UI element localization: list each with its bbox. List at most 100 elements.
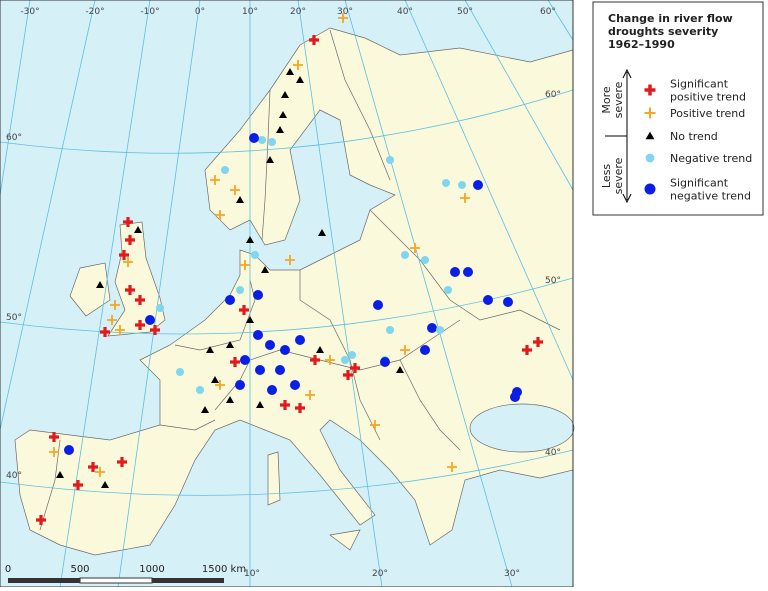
graticule-label: 10° — [242, 7, 258, 17]
marker-significant-negative — [473, 180, 483, 190]
graticule-label: 60° — [540, 7, 556, 17]
marker-significant-negative — [249, 133, 259, 143]
great-britain — [107, 221, 166, 337]
marker-negative — [236, 286, 244, 294]
marker-no-trend — [261, 266, 269, 273]
legend-direction: More — [600, 86, 613, 114]
black-sea — [469, 403, 575, 453]
marker-no-trend — [201, 406, 209, 413]
marker-no-trend — [96, 281, 104, 288]
graticule-label: -30° — [20, 7, 39, 17]
marker-positive — [305, 390, 315, 400]
marker-no-trend — [281, 91, 289, 98]
graticule-label: 40° — [6, 471, 22, 481]
marker-significant-negative — [290, 380, 300, 390]
marker-significant-negative — [380, 357, 390, 367]
graticule-label: 60° — [545, 90, 561, 100]
scale-segment — [79, 577, 153, 584]
marker-no-trend — [276, 126, 284, 133]
legend-arrows — [622, 68, 632, 204]
marker-no-trend — [101, 481, 109, 488]
marker-significant-positive — [36, 515, 46, 525]
marker-positive — [410, 243, 420, 253]
marker-no-trend — [296, 76, 304, 83]
marker-significant-negative — [420, 345, 430, 355]
graticule-label: 10° — [244, 569, 260, 579]
marker-significant-negative — [145, 315, 155, 325]
marker-no-trend — [56, 471, 64, 478]
marker-significant-positive — [125, 235, 135, 245]
marker-positive — [447, 462, 457, 472]
marker-no-trend — [246, 236, 254, 243]
marker-significant-positive — [135, 320, 145, 330]
graticule-label: 60° — [6, 133, 22, 143]
scale-label: 1500 km — [202, 564, 246, 575]
graticule-label: 30° — [504, 569, 520, 579]
marker-significant-negative — [510, 392, 520, 402]
marker-significant-negative — [255, 365, 265, 375]
marker-negative — [348, 351, 356, 359]
marker-negative — [401, 251, 409, 259]
marker-no-trend — [316, 346, 324, 353]
marker-no-trend — [256, 401, 264, 408]
legend-box — [592, 1, 764, 216]
marker-negative — [221, 166, 229, 174]
marker-no-trend — [226, 396, 234, 403]
marker-positive — [644, 107, 656, 119]
marker-negative — [386, 156, 394, 164]
marker-negative — [442, 179, 450, 187]
marker-negative — [156, 304, 164, 312]
marker-positive — [370, 420, 380, 430]
marker-no-trend — [246, 316, 254, 323]
marker-no-trend — [206, 346, 214, 353]
marker-significant-positive — [49, 432, 59, 442]
marker-no-trend — [279, 111, 287, 118]
marker-negative — [341, 356, 349, 364]
marker-significant-negative — [275, 365, 285, 375]
graticule-label: 50° — [545, 276, 561, 286]
scale-label: 500 — [70, 564, 89, 575]
legend-label: No trend — [670, 130, 718, 143]
marker-significant-positive — [295, 403, 305, 413]
marker-significant-positive — [522, 345, 532, 355]
marker-negative — [436, 326, 444, 334]
marker-significant-positive — [310, 355, 320, 365]
marker-no-trend — [226, 341, 234, 348]
graticule-label: -10° — [140, 7, 159, 17]
ireland — [69, 262, 111, 317]
marker-no-trend — [211, 376, 219, 383]
scale-segment — [8, 578, 80, 583]
legend-title: 1962–1990 — [608, 38, 675, 51]
graticule-label: 40° — [397, 7, 413, 17]
legend-label: Negative trend — [670, 152, 752, 165]
marker-positive — [115, 325, 125, 335]
legend-direction: severe — [612, 157, 625, 194]
marker-no-trend — [236, 196, 244, 203]
marker-no-trend — [645, 131, 655, 140]
marker-positive — [338, 13, 348, 23]
marker-significant-negative — [373, 300, 383, 310]
marker-significant-positive — [280, 400, 290, 410]
marker-significant-positive — [125, 285, 135, 295]
marker-negative — [421, 256, 429, 264]
marker-no-trend — [318, 229, 326, 236]
marker-positive — [110, 300, 120, 310]
marker-significant-positive — [119, 250, 129, 260]
marker-negative — [176, 368, 184, 376]
marker-positive — [95, 467, 105, 477]
marker-negative — [258, 136, 266, 144]
marker-no-trend — [286, 68, 294, 75]
marker-significant-negative — [225, 295, 235, 305]
marker-significant-positive — [239, 305, 249, 315]
marker-significant-negative — [64, 445, 74, 455]
legend-title: droughts severity — [608, 25, 718, 38]
marker-significant-negative — [253, 330, 263, 340]
marker-negative — [386, 326, 394, 334]
marker-positive — [123, 257, 133, 267]
scale-label: 0 — [5, 564, 11, 575]
marker-positive — [210, 175, 220, 185]
marker-no-trend — [396, 366, 404, 373]
sardinia-corsica — [267, 451, 281, 506]
